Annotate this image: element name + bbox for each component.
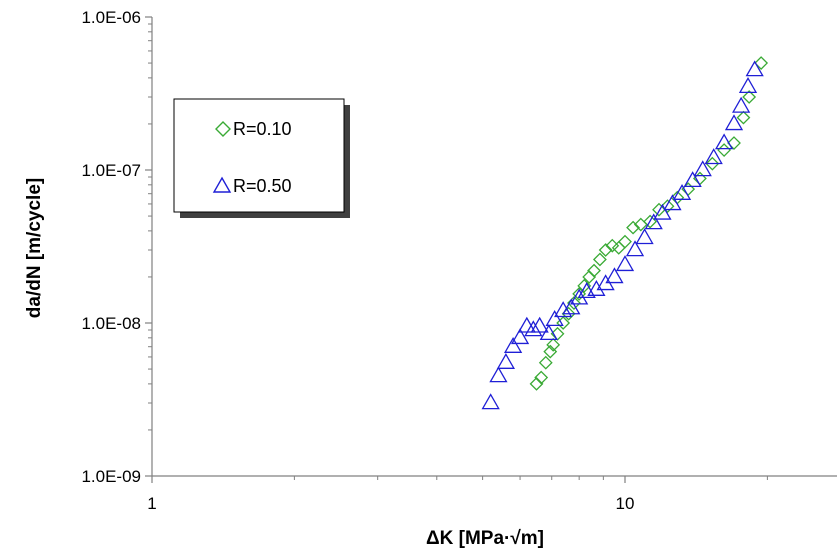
legend-label-r010: R=0.10 bbox=[233, 119, 292, 139]
triangle-point bbox=[496, 353, 516, 369]
legend-diamond-marker bbox=[215, 121, 231, 137]
diamond-point bbox=[556, 316, 571, 330]
diamond-point bbox=[572, 286, 587, 301]
diamond-point bbox=[705, 156, 720, 171]
triangle-point bbox=[524, 320, 543, 337]
x-tick-label: 10 bbox=[616, 494, 635, 513]
y-tick-label: 1.0E-06 bbox=[81, 8, 141, 27]
legend-triangle-marker bbox=[212, 176, 232, 193]
triangle-point bbox=[615, 255, 635, 272]
triangle-point bbox=[653, 203, 672, 220]
triangle-point bbox=[635, 228, 654, 245]
triangle-point bbox=[489, 366, 508, 383]
legend-box bbox=[173, 98, 345, 213]
major-ticks bbox=[145, 16, 626, 483]
triangle-point bbox=[605, 267, 624, 284]
triangle-point bbox=[510, 328, 530, 345]
y-tick-label: 1.0E-09 bbox=[81, 467, 141, 486]
y-tick-label: 1.0E-08 bbox=[81, 314, 141, 333]
triangle-point bbox=[745, 60, 764, 77]
triangle-point bbox=[625, 240, 645, 257]
diamond-point bbox=[534, 370, 549, 385]
triangle-point bbox=[714, 133, 734, 150]
diamond-point bbox=[736, 110, 751, 125]
triangle-point bbox=[554, 301, 573, 318]
legend-item-r050: R=0.50 bbox=[212, 176, 292, 196]
triangle-point bbox=[704, 148, 723, 165]
diamond-point bbox=[592, 252, 607, 267]
diamond-point bbox=[611, 240, 626, 255]
triangle-point bbox=[545, 310, 564, 327]
diamond-point bbox=[587, 263, 601, 278]
diamond-point bbox=[529, 376, 544, 391]
diamond-point bbox=[577, 278, 592, 293]
triangle-point bbox=[732, 96, 751, 113]
legend: R=0.10 R=0.50 bbox=[173, 98, 350, 218]
x-axis-title: ΔK [MPa·√m] bbox=[426, 528, 544, 549]
diamond-point bbox=[727, 136, 741, 150]
y-axis-title: da/dN [m/cycle] bbox=[24, 178, 45, 318]
tick-labels: 1.0E-09 1.0E-08 1.0E-07 1.0E-06 1 10 bbox=[81, 8, 634, 513]
plot-points bbox=[481, 56, 769, 410]
axes bbox=[151, 17, 837, 477]
diamond-point bbox=[742, 90, 757, 104]
triangle-point bbox=[503, 336, 523, 353]
triangle-point bbox=[481, 393, 500, 410]
triangle-point bbox=[738, 77, 758, 94]
triangle-point bbox=[562, 298, 581, 315]
series-r050 bbox=[481, 60, 764, 410]
diamond-point bbox=[626, 220, 640, 235]
triangle-point bbox=[693, 160, 712, 177]
triangle-point bbox=[587, 280, 606, 296]
triangle-point bbox=[644, 213, 663, 230]
triangle-point bbox=[539, 324, 558, 341]
diamond-point bbox=[598, 243, 613, 257]
triangle-point bbox=[530, 316, 549, 333]
diamond-point bbox=[660, 199, 675, 214]
triangle-point bbox=[683, 171, 702, 188]
diamond-point bbox=[717, 143, 732, 157]
diamond-point bbox=[538, 355, 553, 370]
x-tick-label: 1 bbox=[147, 494, 156, 513]
diamond-point bbox=[546, 337, 561, 352]
diamond-point bbox=[754, 56, 769, 70]
diamond-point bbox=[618, 234, 632, 249]
y-tick-label: 1.0E-07 bbox=[81, 161, 141, 180]
triangle-point bbox=[724, 114, 744, 131]
triangle-point bbox=[672, 183, 692, 200]
minor-ticks bbox=[148, 23, 768, 480]
triangle-point bbox=[663, 194, 682, 211]
legend-label-r050: R=0.50 bbox=[233, 176, 292, 196]
legend-item-r010: R=0.10 bbox=[215, 119, 292, 139]
